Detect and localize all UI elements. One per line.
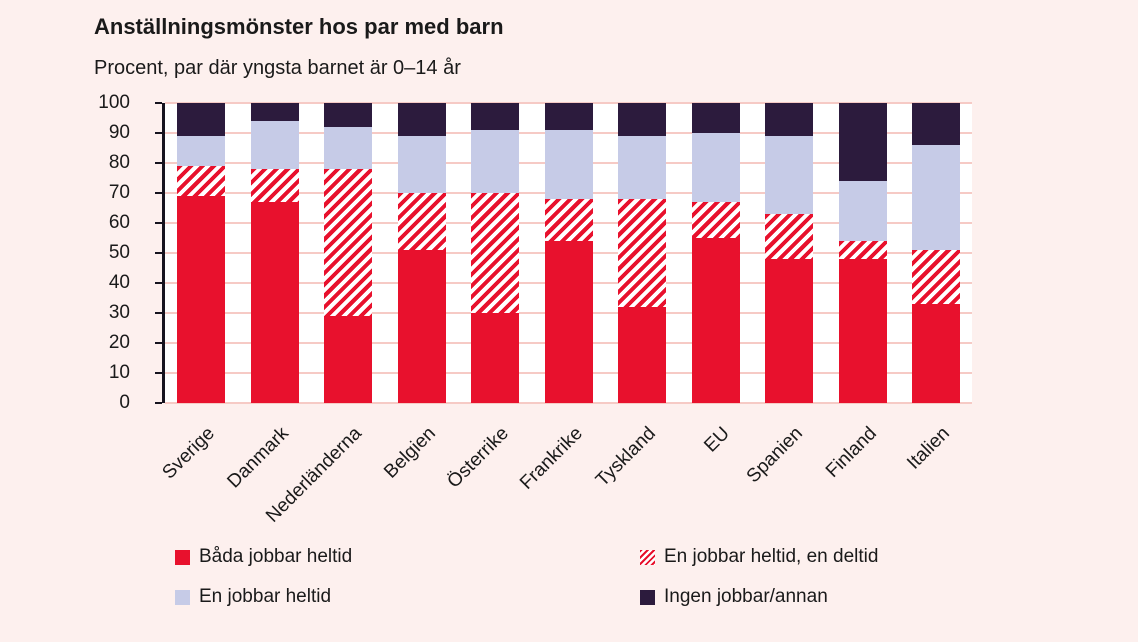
bar-segment [912,250,960,304]
bar-segment [691,202,740,238]
y-axis-tick [155,312,162,314]
legend-item: En jobbar heltid, en deltid [640,546,878,568]
y-axis-label: 0 [119,392,130,413]
legend-item: En jobbar heltid [175,586,640,608]
bar-segment [177,196,225,403]
gridline [165,402,972,404]
y-axis-label: 80 [108,152,130,173]
y-axis-label: 10 [108,362,130,383]
bar-segment [912,304,960,403]
x-axis-label: Sverige [158,423,219,484]
bar-segment [765,214,813,259]
y-axis-tick [155,192,162,194]
bar-segment [471,130,519,193]
bar-segment [177,166,225,196]
bar-italien [912,103,960,403]
legend-swatch-dark-purple [640,589,655,605]
bar-eu [691,103,740,403]
bar-segment [324,169,372,316]
y-axis-label: 30 [108,302,130,323]
y-axis-tick [155,252,162,254]
bar-segment [324,127,372,169]
legend-item: Båda jobbar heltid [175,546,640,568]
bar-group [165,103,972,403]
bar-segment [250,103,299,121]
bar-danmark [250,103,299,403]
y-axis-tick [155,222,162,224]
bar-spanien [765,103,813,403]
bar-österrike [471,103,519,403]
chart-subtitle: Procent, par där yngsta barnet är 0–14 å… [94,57,461,79]
bar-segment [250,169,299,202]
y-axis-label: 100 [98,92,130,113]
bar-segment [471,103,519,130]
y-axis-label: 50 [108,242,130,263]
y-axis-label: 70 [108,182,130,203]
bar-segment [691,238,740,403]
bar-segment [544,199,593,241]
bar-segment [838,181,887,241]
y-axis-tick [155,132,162,134]
chart-title: Anställningsmönster hos par med barn [94,14,504,39]
bar-segment [177,136,225,166]
bar-segment [618,103,666,136]
bar-segment [471,313,519,403]
bar-segment [618,199,666,307]
bar-segment [765,259,813,403]
bar-segment [324,103,372,127]
bar-segment [544,130,593,199]
y-axis-label: 60 [108,212,130,233]
y-axis-tick [155,102,162,104]
bar-segment [324,316,372,403]
bar-segment [250,121,299,169]
y-axis-labels: 0 10 20 30 40 50 60 70 80 90 100 [80,92,146,413]
y-axis-tick [155,372,162,374]
bar-segment [838,103,887,181]
bar-segment [765,136,813,214]
bar-segment [838,241,887,259]
bar-segment [397,250,446,403]
legend-label: Båda jobbar heltid [199,546,353,567]
bar-segment [691,133,740,202]
legend-label: En jobbar heltid [199,586,332,607]
bar-nederländerna [324,103,372,403]
bar-sverige [177,103,225,403]
plot-area [155,102,972,404]
bar-tyskland [618,103,666,403]
x-axis-labels: Sverige Danmark Nederländerna Belgien Österr… [158,413,972,563]
legend: Båda jobbar heltid En jobbar heltid, en d… [175,546,878,608]
legend-item: Ingen jobbar/annan [640,586,878,608]
bar-segment [618,307,666,403]
y-axis-tick [155,402,162,404]
legend-label: En jobbar heltid, en deltid [664,546,879,567]
y-axis-label: 20 [108,332,130,353]
bar-segment [471,193,519,313]
legend-swatch-solid-red [175,549,190,565]
bar-segment [397,136,446,193]
bar-segment [838,259,887,403]
bar-segment [544,241,593,403]
bar-segment [397,193,446,250]
bar-segment [544,103,593,130]
bar-segment [177,103,225,136]
y-axis-tick [155,162,162,164]
bar-segment [250,202,299,403]
bar-belgien [397,103,446,403]
bar-segment [765,103,813,136]
bar-segment [912,145,960,250]
y-axis-tick [155,342,162,344]
y-axis-tick [155,282,162,284]
y-axis-label: 90 [108,122,130,143]
legend-label: Ingen jobbar/annan [664,586,828,607]
bar-segment [912,103,960,145]
legend-swatch-hatched-red [640,549,655,565]
legend-swatch-lavender [175,589,190,605]
bar-segment [397,103,446,136]
bar-finland [838,103,887,403]
bar-segment [691,103,740,133]
y-axis-label: 40 [108,272,130,293]
bar-frankrike [544,103,593,403]
bar-segment [618,136,666,199]
